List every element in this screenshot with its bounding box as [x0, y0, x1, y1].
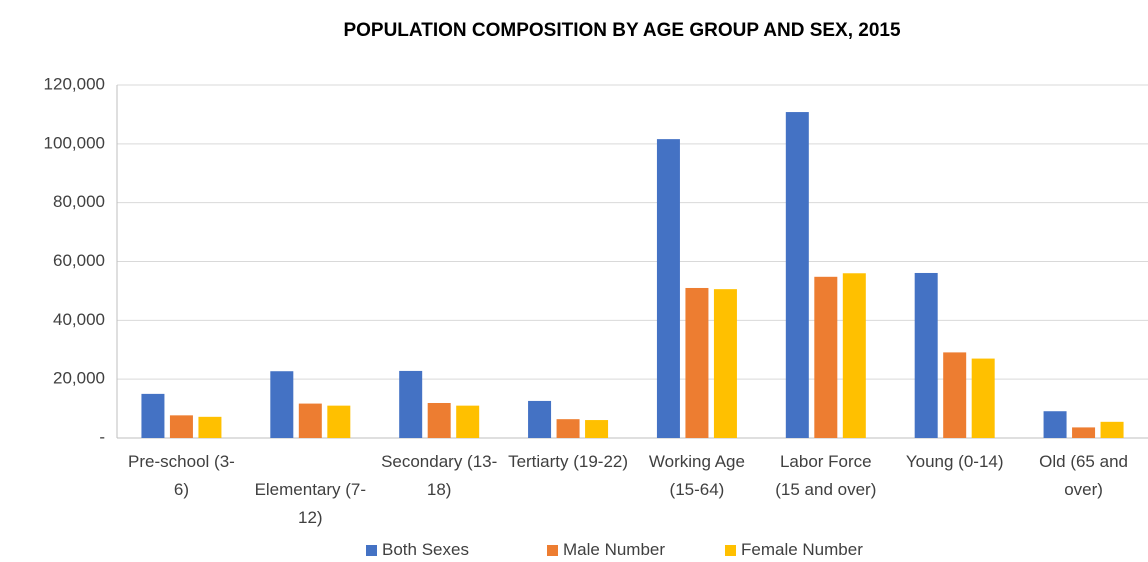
- x-tick-label: Working Age (15-64): [648, 452, 745, 499]
- bar: [528, 400, 552, 438]
- y-tick-label: 100,000: [44, 133, 105, 152]
- bar: [685, 287, 709, 438]
- chart-title: POPULATION COMPOSITION BY AGE GROUP AND …: [343, 20, 901, 41]
- bar: [814, 276, 838, 438]
- x-tick-label: Secondary (13-18): [381, 452, 498, 499]
- legend-item: Both Sexes: [366, 540, 469, 560]
- legend-swatch: [366, 544, 377, 556]
- bar: [169, 415, 193, 438]
- x-tick-label: Young (0-14): [905, 452, 1004, 471]
- bar: [198, 416, 222, 438]
- legend-swatch: [725, 544, 736, 556]
- legend-label: Male Number: [563, 540, 666, 559]
- x-tick-label: Old (65 and over): [1039, 452, 1128, 499]
- bar: [1100, 421, 1124, 438]
- legend-label: Female Number: [741, 540, 863, 559]
- bar: [399, 370, 423, 438]
- bar: [327, 405, 351, 438]
- bar: [842, 273, 866, 438]
- x-tick-label: Pre-school (3-6): [128, 452, 235, 499]
- bar: [270, 371, 294, 438]
- bar: [585, 420, 609, 438]
- y-tick-label: 120,000: [44, 74, 105, 93]
- bar: [785, 112, 809, 439]
- y-tick-label: -: [99, 427, 105, 446]
- x-tick-label: Labor Force (15 and over): [775, 452, 877, 499]
- bar: [971, 358, 995, 438]
- legend-swatch: [547, 544, 558, 556]
- legend-item: Female Number: [725, 540, 863, 560]
- legend-item: Male Number: [547, 540, 665, 560]
- bar: [456, 405, 480, 438]
- bar: [298, 403, 322, 438]
- y-tick-label: 20,000: [53, 369, 105, 388]
- bar: [943, 352, 967, 438]
- x-tick-label: Elementary (7-12): [254, 480, 367, 527]
- bar: [713, 289, 737, 438]
- x-tick-label: Tertiarty (19-22): [508, 452, 629, 471]
- y-tick-label: 80,000: [53, 192, 105, 211]
- bar: [1043, 411, 1067, 438]
- bar: [141, 393, 165, 438]
- bar: [914, 272, 938, 438]
- bar: [427, 402, 451, 438]
- bar: [656, 139, 680, 439]
- legend-label: Both Sexes: [382, 540, 469, 559]
- y-tick-label: 60,000: [53, 251, 105, 270]
- y-tick-label: 40,000: [53, 310, 105, 329]
- bar: [1072, 427, 1096, 438]
- bar: [556, 419, 580, 438]
